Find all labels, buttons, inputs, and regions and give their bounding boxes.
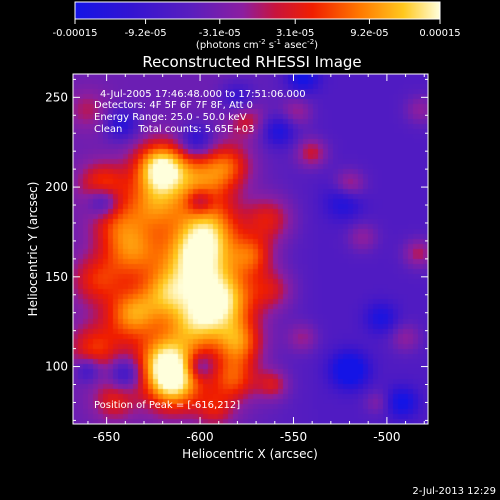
annotation-detectors: Detectors: 4F 5F 6F 7F 8F, Att 0: [94, 100, 253, 111]
y-tick-label: 150: [45, 270, 68, 284]
x-axis: -650 -600 -550 -500: [87, 74, 425, 444]
x-axis-label: Heliocentric X (arcsec): [182, 447, 318, 461]
colorbar-unit: (photons cm-2 s-1 asec-2): [196, 38, 318, 51]
y-tick-label: 100: [45, 360, 68, 374]
x-tick-label: -500: [373, 430, 400, 444]
colorbar-gradient: [75, 2, 440, 19]
y-tick-label: 250: [45, 90, 68, 104]
colorbar-ticks: -0.00015 -9.2e-05 -3.1e-05 3.1e-05 9.2e-05 0.…: [53, 19, 461, 39]
y-tick-label: 200: [45, 180, 68, 194]
plot-frame: [72, 73, 429, 425]
colorbar-frame: [74, 1, 441, 20]
x-tick-label: -550: [280, 430, 307, 444]
colorbar-tick-label: 9.2e-05: [350, 28, 388, 39]
x-tick-label: -650: [93, 430, 120, 444]
colorbar: -0.00015 -9.2e-05 -3.1e-05 3.1e-05 9.2e-05 0.…: [53, 1, 461, 51]
heatmap-image: [73, 74, 428, 424]
y-axis-label: Heliocentric Y (arcsec): [26, 182, 40, 317]
colorbar-tick-label: 0.00015: [419, 28, 460, 39]
x-tick-label: -600: [186, 430, 213, 444]
colorbar-tick-label: -3.1e-05: [199, 28, 241, 39]
colorbar-tick-label: 3.1e-05: [276, 28, 314, 39]
peak-label: Position of Peak = [-616,212]: [94, 400, 240, 411]
annotation-energy: Energy Range: 25.0 - 50.0 keV: [94, 112, 247, 123]
colorbar-tick-label: -9.2e-05: [125, 28, 167, 39]
chart-title: Reconstructed RHESSI Image: [142, 53, 361, 71]
annotation-time: 4-Jul-2005 17:46:48.000 to 17:51:06.000: [100, 89, 306, 100]
colorbar-tick-label: -0.00015: [53, 28, 98, 39]
annotations: 4-Jul-2005 17:46:48.000 to 17:51:06.000 …: [94, 89, 306, 411]
annotation-clean: Clean Total counts: 5.65E+03: [94, 124, 254, 135]
footer-date: 2-Jul-2013 12:29: [412, 486, 496, 497]
y-axis: 100 150 200 250: [45, 78, 428, 421]
